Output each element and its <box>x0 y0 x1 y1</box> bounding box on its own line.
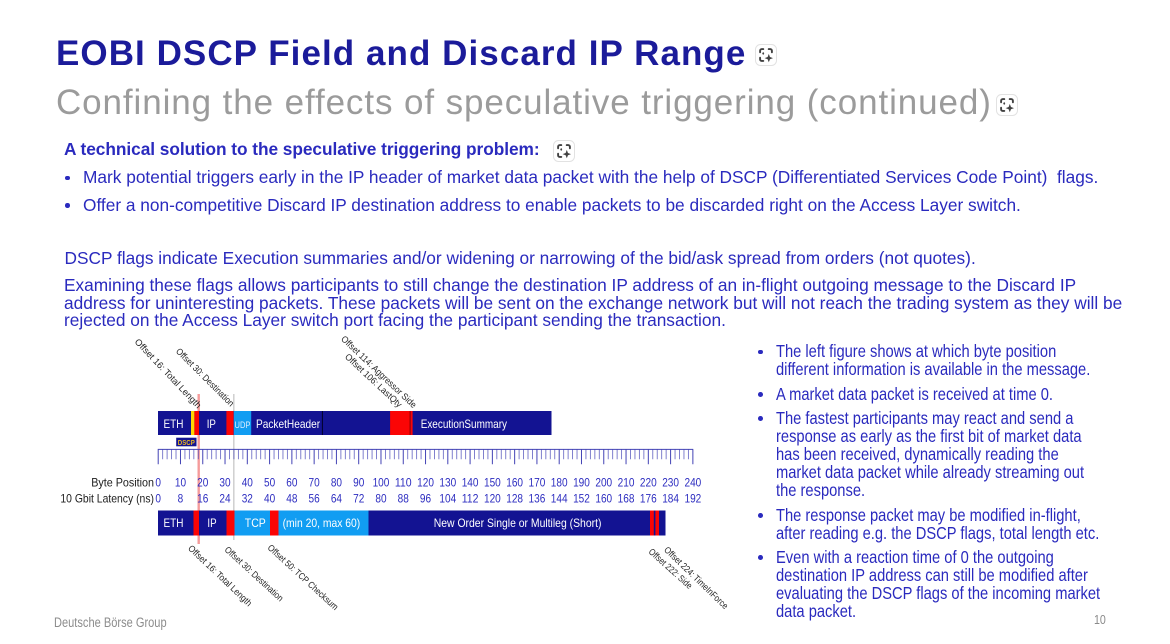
svg-text:32: 32 <box>242 492 253 505</box>
svg-text:8: 8 <box>178 492 184 505</box>
svg-text:Offset 224: TimeInForce: Offset 224: TimeInForce <box>662 545 730 611</box>
svg-text:130: 130 <box>439 477 456 490</box>
svg-text:160: 160 <box>595 492 612 505</box>
svg-text:80: 80 <box>331 477 342 490</box>
svg-text:100: 100 <box>373 477 390 490</box>
svg-text:Offset 16: Total Length: Offset 16: Total Length <box>186 543 254 608</box>
svg-text:DSCP: DSCP <box>178 438 195 447</box>
svg-text:PacketHeader: PacketHeader <box>256 417 320 431</box>
svg-text:50: 50 <box>264 477 275 490</box>
svg-text:96: 96 <box>420 492 431 505</box>
svg-text:IP: IP <box>207 516 216 530</box>
svg-text:10: 10 <box>175 477 186 490</box>
svg-text:ExecutionSummary: ExecutionSummary <box>421 417 507 431</box>
svg-text:40: 40 <box>264 492 275 505</box>
svg-text:40: 40 <box>242 477 253 490</box>
svg-text:136: 136 <box>529 492 546 505</box>
svg-text:IP: IP <box>207 417 216 431</box>
svg-text:80: 80 <box>375 492 386 505</box>
svg-text:90: 90 <box>353 477 364 490</box>
svg-text:Offset 50: TCP Checksum: Offset 50: TCP Checksum <box>266 543 341 613</box>
svg-text:Byte Position: Byte Position <box>91 476 154 490</box>
svg-text:128: 128 <box>506 492 523 505</box>
svg-text:48: 48 <box>286 492 297 505</box>
svg-text:120: 120 <box>417 477 434 490</box>
svg-text:10 Gbit Latency (ns): 10 Gbit Latency (ns) <box>60 491 154 505</box>
svg-text:0: 0 <box>155 477 161 490</box>
svg-text:144: 144 <box>551 492 568 505</box>
svg-text:192: 192 <box>684 492 701 505</box>
svg-text:160: 160 <box>506 477 523 490</box>
svg-text:140: 140 <box>462 477 479 490</box>
svg-text:(min 20, max 60): (min 20, max 60) <box>283 516 361 530</box>
svg-text:UDP: UDP <box>235 420 251 430</box>
svg-text:104: 104 <box>439 492 456 505</box>
svg-text:170: 170 <box>529 477 546 490</box>
svg-text:New Order Single or Multileg (: New Order Single or Multileg (Short) <box>434 516 602 530</box>
svg-text:176: 176 <box>640 492 657 505</box>
svg-text:0: 0 <box>155 492 161 505</box>
svg-text:220: 220 <box>640 477 657 490</box>
svg-text:72: 72 <box>353 492 364 505</box>
svg-text:70: 70 <box>309 477 320 490</box>
svg-text:56: 56 <box>309 492 320 505</box>
svg-text:200: 200 <box>595 477 612 490</box>
svg-text:24: 24 <box>219 492 231 505</box>
svg-text:240: 240 <box>684 477 701 490</box>
svg-text:152: 152 <box>573 492 590 505</box>
svg-text:230: 230 <box>662 477 679 490</box>
svg-text:180: 180 <box>551 477 568 490</box>
svg-text:Offset 16: Total Length: Offset 16: Total Length <box>133 337 204 411</box>
svg-text:110: 110 <box>395 477 412 490</box>
svg-text:190: 190 <box>573 477 590 490</box>
svg-text:112: 112 <box>462 492 479 505</box>
svg-text:ETH: ETH <box>164 516 184 530</box>
svg-text:168: 168 <box>618 492 635 505</box>
svg-text:Offset 30: Destination: Offset 30: Destination <box>174 346 236 408</box>
svg-text:88: 88 <box>398 492 409 505</box>
svg-text:20: 20 <box>197 477 208 490</box>
svg-text:16: 16 <box>197 492 208 505</box>
svg-text:64: 64 <box>331 492 343 505</box>
svg-text:60: 60 <box>286 477 297 490</box>
svg-text:Offset 114: Aggressor Side: Offset 114: Aggressor Side <box>339 334 418 410</box>
svg-text:120: 120 <box>484 492 501 505</box>
svg-text:ETH: ETH <box>164 417 184 431</box>
svg-text:184: 184 <box>662 492 679 505</box>
svg-text:150: 150 <box>484 477 501 490</box>
svg-text:30: 30 <box>219 477 230 490</box>
svg-text:210: 210 <box>618 477 635 490</box>
svg-text:TCP: TCP <box>245 516 266 530</box>
